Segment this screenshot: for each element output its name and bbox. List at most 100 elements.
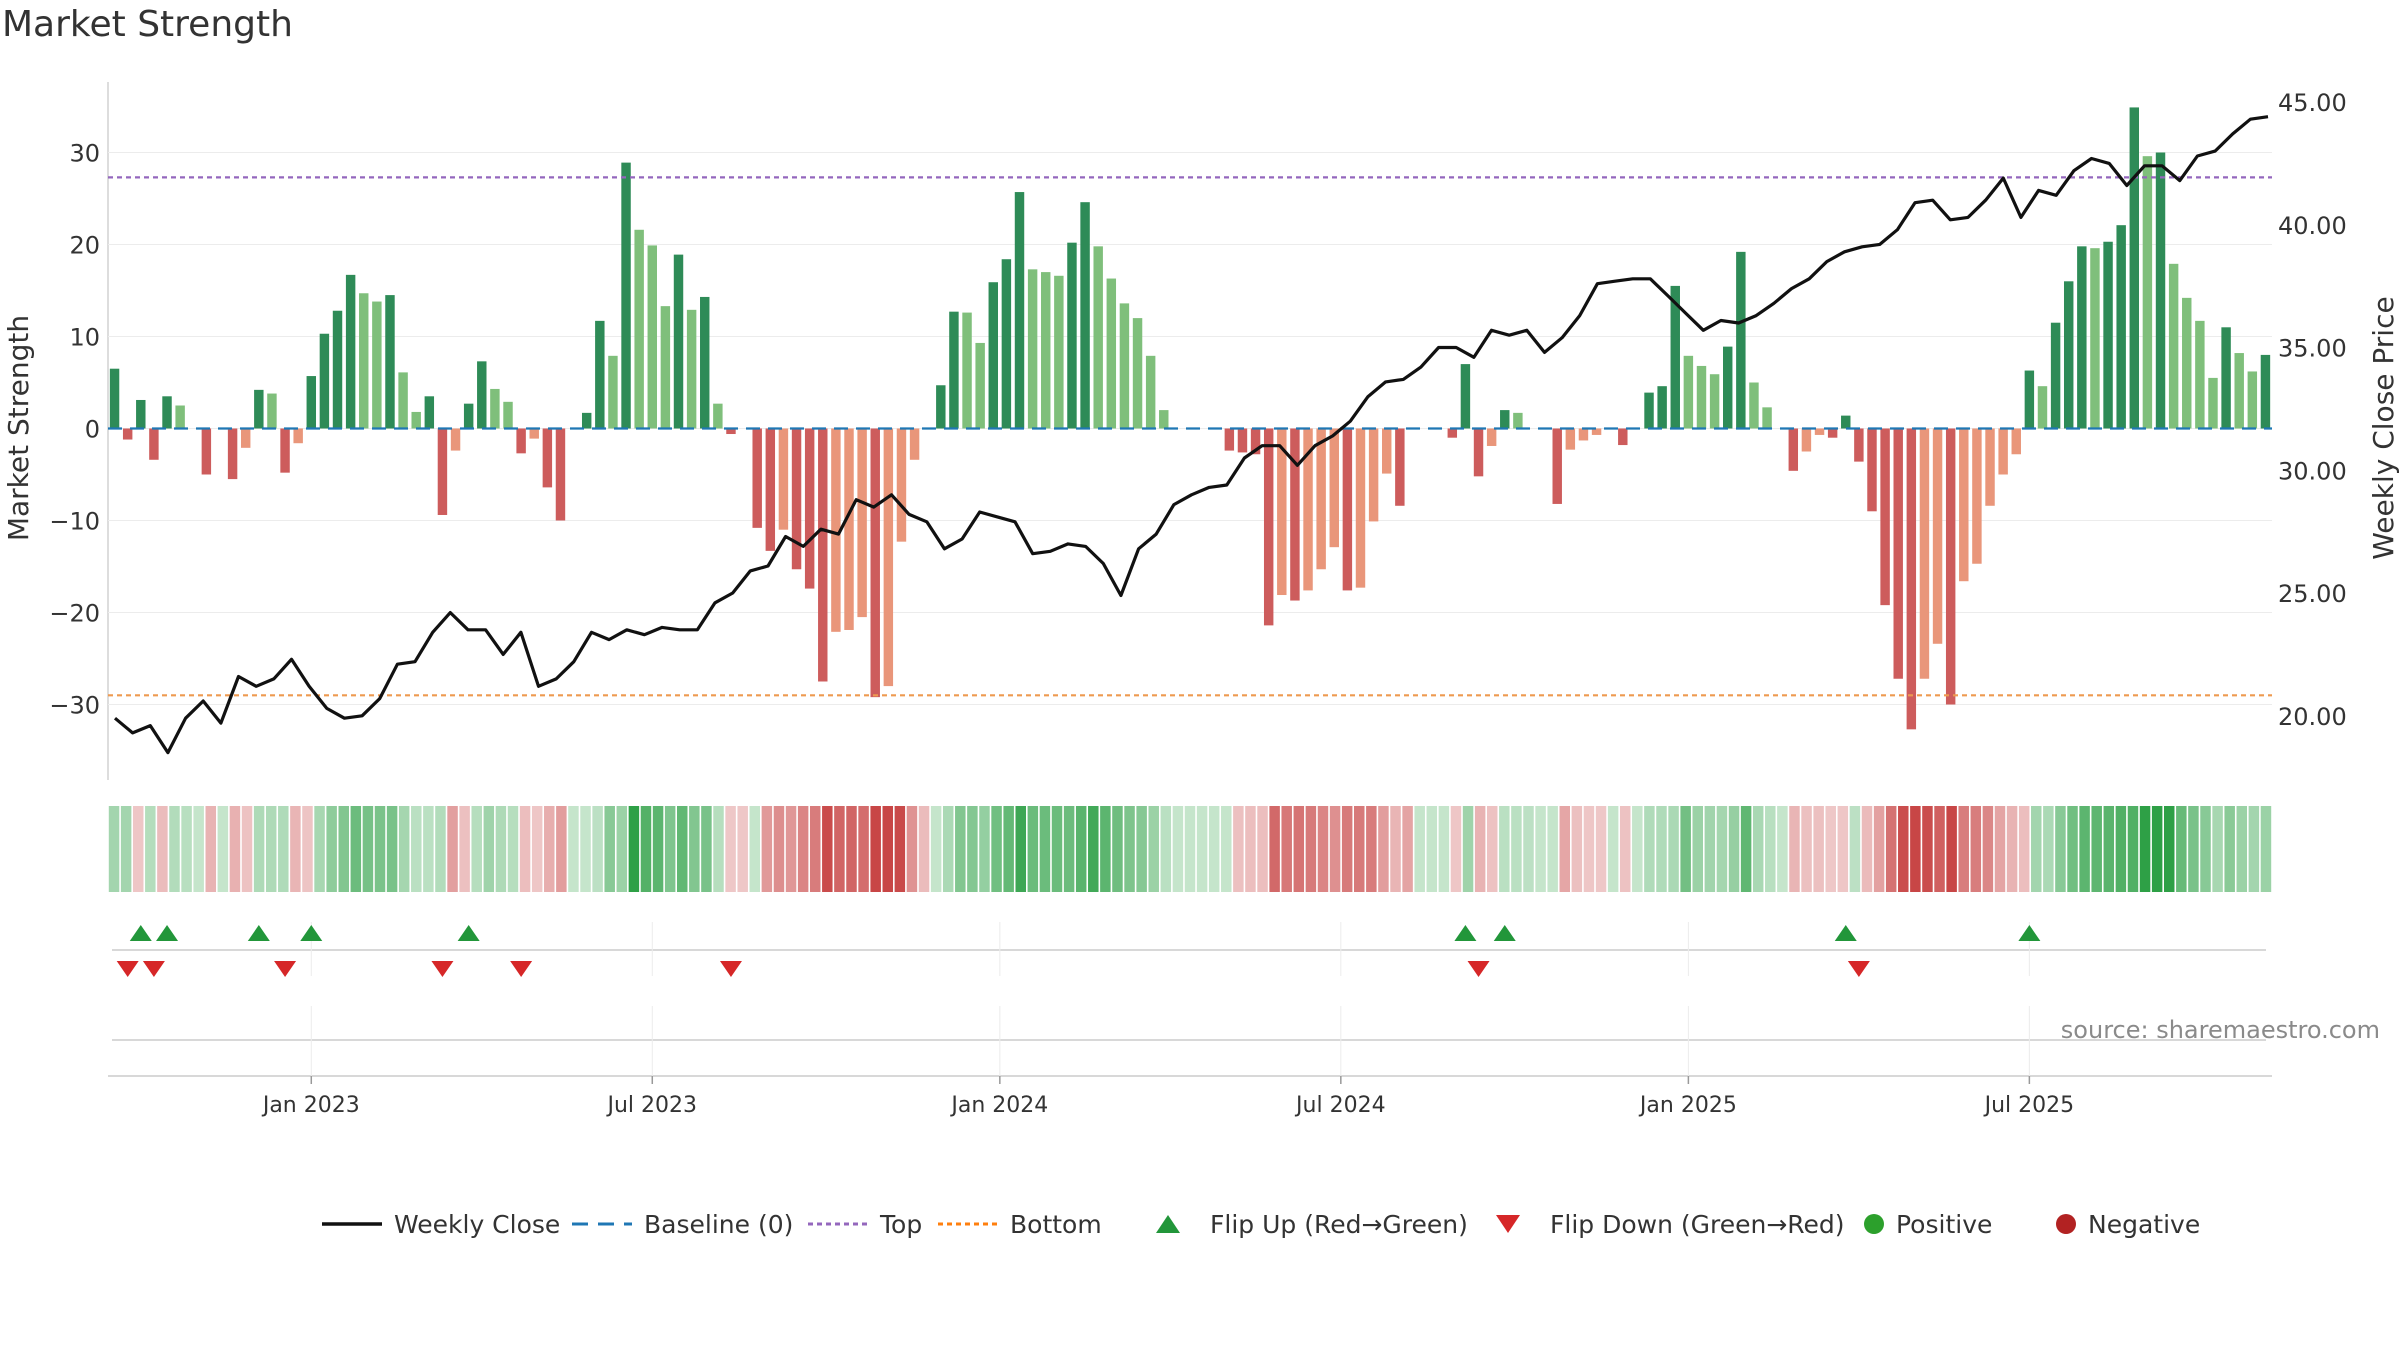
strength-strip-cell (2188, 806, 2199, 892)
strength-strip-cell (1994, 806, 2006, 892)
strength-strip-cell (1390, 806, 1401, 892)
flip-up-marker (156, 925, 179, 941)
strength-strip-cell (411, 806, 422, 892)
strength-bar (1460, 364, 1471, 429)
strength-bar (791, 428, 802, 570)
legend-swatch-flip-down (1496, 1215, 1520, 1233)
strength-strip-cell (531, 806, 543, 892)
strength-strip-cell (1668, 806, 1679, 892)
strength-strip-cell (253, 806, 265, 892)
strength-strip-cell (1849, 806, 1861, 892)
strength-strip-cell (2067, 806, 2078, 892)
strength-strip-cell (1583, 806, 1595, 892)
strength-strip-cell (1486, 806, 1498, 892)
y-left-tick-label: 30 (69, 140, 100, 168)
strength-bar (581, 412, 592, 429)
strength-strip-cell (1293, 806, 1305, 892)
strength-bar (647, 245, 658, 429)
strength-strip-cell (205, 806, 217, 892)
strength-bar (804, 428, 815, 589)
strength-strip-cell (181, 806, 192, 892)
strength-strip-cell (991, 806, 1002, 892)
strength-strip-cell (1402, 806, 1413, 892)
strength-bar (280, 428, 290, 473)
strength-strip-cell (882, 806, 894, 892)
flip-down-marker (510, 961, 533, 977)
strength-bar (385, 295, 395, 429)
strength-bar (162, 396, 172, 429)
strength-strip-cell (1474, 806, 1486, 892)
strength-bar (1709, 374, 1720, 429)
strength-bar (936, 385, 946, 429)
strength-bar (1486, 428, 1497, 446)
strength-bar (1854, 428, 1864, 462)
strength-strip-cell (1245, 806, 1256, 892)
strength-bar (2208, 377, 2218, 429)
strength-strip-cell (2091, 806, 2102, 892)
strength-bar (1591, 428, 1602, 435)
strength-strip-cell (1438, 806, 1450, 892)
legend-label: Baseline (0) (644, 1210, 793, 1239)
strength-bar (621, 162, 631, 429)
strength-bar (2063, 281, 2074, 429)
strength-bar (2024, 370, 2035, 429)
y-left-tick-label: −30 (49, 692, 100, 720)
strength-strip-cell (1172, 806, 1184, 892)
strength-bar (1683, 355, 1694, 429)
strength-strip-cell (1740, 806, 1752, 892)
strength-strip-cell (604, 806, 615, 892)
strength-strip-cell (1124, 806, 1135, 892)
legend-label: Bottom (1010, 1210, 1102, 1239)
strength-strip-cell (677, 806, 688, 892)
flip-up-marker (1493, 925, 1516, 941)
strength-strip-cell (797, 806, 809, 892)
strength-bar (529, 428, 539, 439)
strength-strip-cell (1523, 806, 1534, 892)
strength-strip-cell (1075, 806, 1087, 892)
strength-strip-cell (1559, 806, 1571, 892)
strength-strip-cell (1257, 806, 1268, 892)
strength-strip-cell (544, 806, 555, 892)
strength-bar (1657, 386, 1667, 429)
strength-strip-cell (1547, 806, 1558, 892)
strength-strip-cell (1680, 806, 1691, 892)
strength-strip-cell (580, 806, 591, 892)
strength-bar (909, 428, 920, 460)
strength-bar (1316, 428, 1326, 570)
strength-bar (1263, 428, 1274, 626)
strength-strip-cell (2127, 806, 2139, 892)
strength-strip-cell (193, 806, 204, 892)
y-right-tick-label: 45.00 (2278, 89, 2347, 117)
strength-strip-cell (1910, 806, 1921, 892)
strength-strip-cell (1728, 806, 1740, 892)
strength-strip-cell (809, 806, 821, 892)
strength-bar (857, 428, 867, 618)
flip-down-marker (719, 961, 742, 977)
strength-bar (660, 306, 671, 429)
y-right-tick-label: 20.00 (2278, 703, 2347, 731)
strength-strip-cell (568, 806, 579, 892)
strength-bar (345, 274, 356, 429)
strength-strip-cell (1027, 806, 1039, 892)
strength-strip-cell (701, 806, 712, 892)
strength-strip-cell (2055, 806, 2066, 892)
strength-strip-cell (435, 806, 446, 892)
strength-bar (1027, 269, 1038, 429)
strength-strip-cell (241, 806, 253, 892)
strength-strip-cell (398, 806, 410, 892)
x-tick-label: Jan 2023 (261, 1093, 360, 1118)
strength-strip-cell (713, 806, 724, 892)
strength-bar (962, 312, 972, 429)
strength-strip-cell (423, 806, 434, 892)
strength-strip-cell (374, 806, 386, 892)
flip-up-marker (300, 925, 323, 941)
strength-bar (1618, 428, 1628, 446)
strength-bar (1932, 428, 1943, 644)
strength-bar (1893, 428, 1903, 679)
strength-strip-cell (1233, 806, 1244, 892)
strength-bar (2234, 353, 2244, 429)
strength-bar (1841, 415, 1851, 429)
flip-up-marker (247, 925, 270, 941)
strength-strip-cell (1269, 806, 1280, 892)
strength-bar (1080, 202, 1090, 429)
